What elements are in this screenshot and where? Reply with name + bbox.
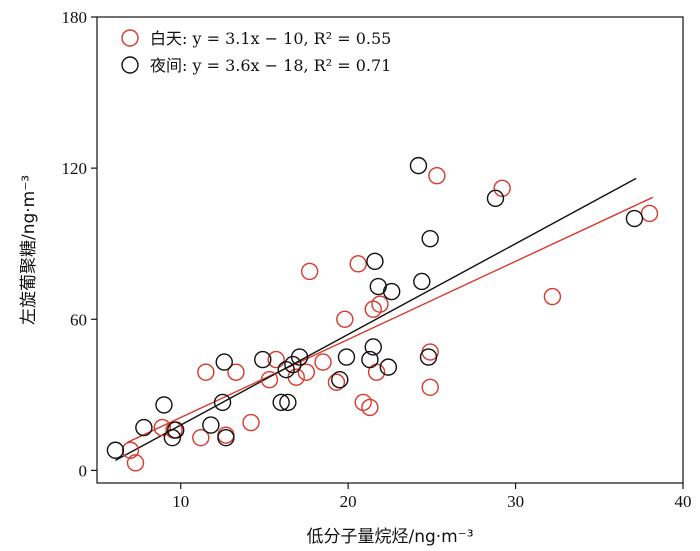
point-day: [361, 398, 379, 417]
point-day: [314, 353, 332, 371]
point-day: [336, 310, 354, 328]
point-night: [155, 396, 173, 414]
y-tick-label: 120: [62, 159, 88, 178]
point-day: [327, 373, 346, 391]
point-night: [217, 428, 235, 447]
fit-lines: [115, 177, 654, 462]
point-day: [260, 371, 279, 389]
point-night: [379, 358, 398, 376]
point-day: [428, 166, 446, 185]
x-tick-label: 40: [675, 492, 692, 511]
x-tick-label: 10: [172, 492, 189, 511]
point-day: [192, 428, 210, 447]
x-axis-title: 低分子量烷烃/ng·m⁻³: [306, 527, 473, 547]
point-night: [272, 393, 290, 412]
point-day: [349, 255, 367, 273]
legend-marker-day: [121, 29, 139, 47]
point-day: [297, 363, 315, 381]
point-night: [135, 418, 153, 437]
point-day: [153, 418, 171, 437]
x-tick-label: 20: [340, 492, 357, 511]
point-day: [421, 343, 439, 361]
point-night: [413, 272, 431, 291]
point-day: [121, 441, 140, 459]
y-tick-label: 0: [79, 461, 88, 480]
legend: 白天: y = 3.1x − 10, R² = 0.55 夜间: y = 3.6…: [121, 29, 391, 75]
point-night: [166, 421, 185, 439]
point-night: [202, 416, 220, 434]
point-night: [163, 428, 182, 447]
point-day: [197, 363, 215, 381]
point-day: [126, 454, 145, 472]
point-night: [419, 348, 438, 366]
y-tick-label: 60: [70, 310, 87, 329]
point-day: [421, 378, 439, 396]
point-night: [361, 350, 379, 369]
point-night: [331, 371, 349, 389]
fit-line-day: [126, 196, 654, 444]
point-day: [300, 262, 319, 281]
point-night: [337, 348, 356, 366]
point-night: [364, 338, 382, 356]
point-night: [106, 441, 125, 459]
axis-ticks: 10 20 30 40 0 60 120 180: [62, 8, 692, 511]
point-day: [493, 179, 511, 197]
point-night: [625, 209, 644, 228]
legend-marker-night: [121, 56, 139, 74]
point-night: [215, 353, 233, 371]
point-night: [486, 189, 505, 208]
point-night: [279, 393, 297, 412]
point-night: [421, 229, 439, 248]
point-night: [213, 393, 232, 412]
legend-label-night: 夜间: y = 3.6x − 18, R² = 0.71: [150, 56, 391, 75]
point-day: [242, 413, 260, 432]
point-day: [543, 287, 562, 306]
y-tick-label: 180: [62, 8, 88, 27]
point-night: [290, 348, 309, 366]
point-night: [382, 282, 401, 301]
point-day: [227, 363, 245, 381]
y-axis-title: 左旋葡聚糖/ng·m⁻³: [19, 175, 39, 325]
point-day: [267, 350, 285, 369]
x-tick-label: 30: [507, 492, 524, 511]
point-night: [366, 252, 384, 271]
point-night: [409, 156, 428, 175]
point-day: [640, 204, 659, 223]
data-points: [106, 156, 659, 472]
legend-label-day: 白天: y = 3.1x − 10, R² = 0.55: [150, 29, 391, 48]
fit-line-night: [115, 177, 637, 462]
point-day: [371, 295, 389, 313]
point-night: [254, 350, 272, 369]
plot-frame: [96, 16, 684, 484]
